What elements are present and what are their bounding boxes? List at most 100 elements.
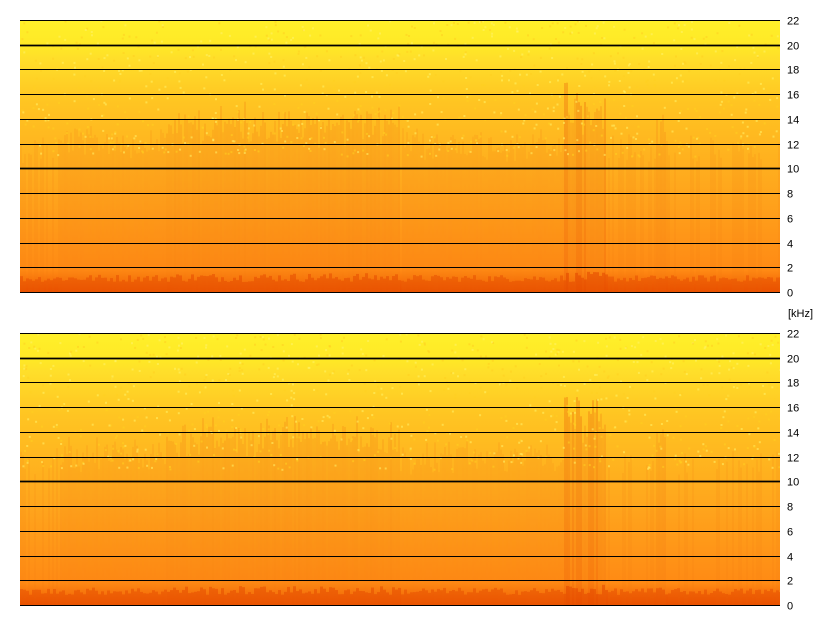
noise-speck (611, 124, 614, 127)
noise-speck (341, 346, 344, 349)
noise-speck (728, 89, 731, 92)
noise-speck (118, 69, 120, 72)
noise-speck (237, 149, 240, 151)
noise-speck (196, 382, 199, 385)
noise-speck (238, 370, 241, 372)
noise-speck (285, 36, 288, 39)
noise-speck (241, 369, 244, 372)
noise-speck (557, 41, 560, 44)
noise-speck (644, 413, 647, 416)
noise-speck (682, 62, 684, 65)
spectral-streak (222, 443, 224, 605)
noise-speck (299, 84, 302, 87)
noise-speck (302, 144, 305, 147)
noise-speck (494, 99, 497, 101)
low-frequency-energy (221, 588, 224, 605)
low-frequency-energy (410, 592, 413, 605)
spectral-streak (322, 121, 324, 292)
noise-speck (267, 433, 270, 436)
noise-speck (623, 451, 625, 454)
noise-speck (608, 80, 611, 83)
noise-speck (178, 80, 181, 83)
noise-speck (230, 151, 233, 154)
low-frequency-energy (386, 592, 389, 605)
noise-speck (296, 459, 299, 462)
spectral-streak (166, 436, 168, 605)
noise-speck (105, 401, 107, 404)
low-frequency-energy (668, 277, 671, 292)
noise-speck (90, 31, 93, 33)
noise-speck (309, 88, 312, 91)
noise-speck (681, 80, 684, 83)
noise-speck (379, 60, 382, 63)
noise-speck (258, 105, 261, 108)
noise-speck (576, 139, 579, 142)
spectral-streak (272, 431, 274, 605)
noise-speck (110, 137, 113, 140)
noise-speck (779, 369, 780, 371)
spectral-streak (446, 455, 448, 605)
noise-speck (156, 417, 158, 420)
noise-speck (114, 385, 117, 388)
noise-speck (332, 370, 335, 373)
spectral-streak (126, 453, 128, 605)
low-frequency-energy (638, 280, 641, 292)
noise-speck (290, 389, 293, 392)
noise-speck (777, 341, 780, 344)
noise-speck (615, 153, 618, 155)
noise-speck (575, 100, 578, 103)
noise-speck (509, 78, 512, 81)
noise-speck (627, 64, 630, 67)
noise-speck (326, 416, 329, 419)
noise-speck (67, 373, 70, 376)
spectral-streak (388, 124, 390, 292)
low-frequency-energy (398, 280, 401, 292)
low-frequency-energy (545, 589, 548, 605)
noise-speck (468, 392, 471, 395)
low-frequency-energy (770, 277, 773, 292)
low-frequency-energy (353, 591, 356, 605)
noise-speck (457, 375, 459, 378)
noise-speck (357, 108, 360, 111)
noise-speck (601, 37, 604, 39)
noise-speck (723, 443, 726, 446)
spectral-streak (752, 467, 754, 605)
low-frequency-energy (692, 276, 695, 292)
spectral-streak (668, 155, 670, 292)
noise-speck (464, 53, 467, 56)
noise-speck (333, 429, 336, 432)
noise-speck (181, 342, 183, 345)
low-frequency-energy (362, 276, 365, 292)
low-frequency-energy (569, 281, 572, 292)
noise-speck (563, 121, 565, 124)
noise-speck (87, 400, 90, 403)
spectral-streak (332, 124, 334, 292)
noise-speck (56, 397, 59, 400)
low-frequency-energy (173, 587, 176, 605)
low-frequency-energy (341, 594, 344, 605)
low-frequency-energy (311, 277, 314, 292)
spectral-streak (414, 464, 416, 605)
low-frequency-energy (611, 590, 614, 605)
low-frequency-energy (605, 589, 608, 605)
noise-speck (622, 95, 625, 98)
spectral-streak (602, 128, 604, 292)
low-frequency-energy (743, 593, 746, 605)
noise-speck (651, 140, 654, 143)
noise-speck (272, 396, 275, 399)
spectral-streak (740, 139, 742, 292)
noise-speck (91, 34, 93, 37)
low-frequency-energy (35, 279, 38, 292)
noise-speck (536, 84, 539, 86)
low-frequency-energy (779, 277, 780, 292)
noise-speck (207, 359, 210, 361)
noise-speck (371, 414, 374, 417)
spectral-streak (538, 138, 540, 292)
low-frequency-energy (665, 276, 668, 292)
noise-speck (680, 461, 683, 464)
low-frequency-energy (260, 586, 263, 605)
spectral-streak (354, 110, 356, 292)
spectral-streak (430, 135, 432, 292)
noise-speck (124, 401, 126, 404)
